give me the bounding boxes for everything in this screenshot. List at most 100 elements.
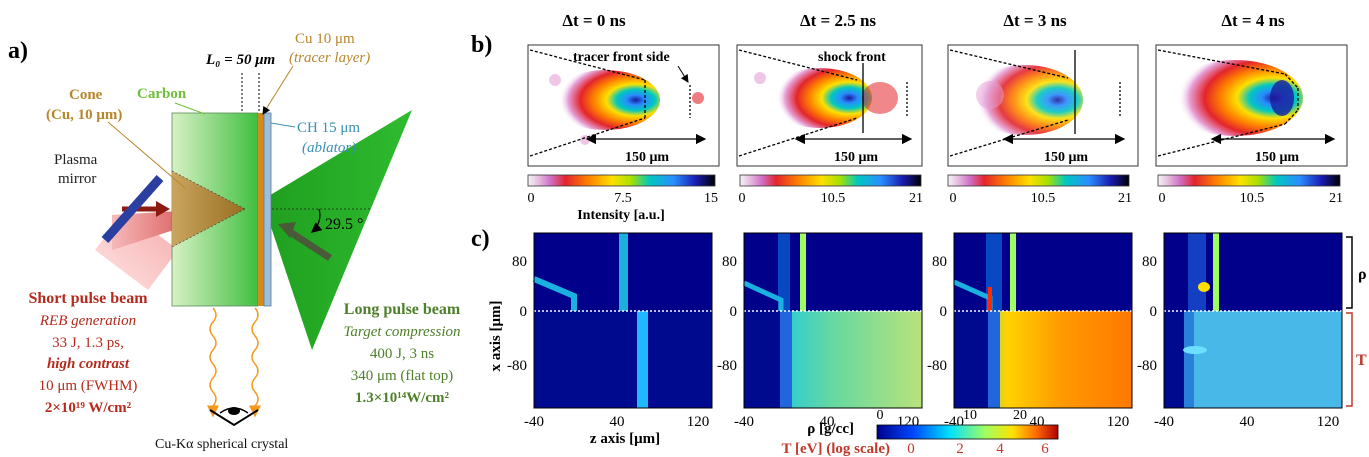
image-frame-3: 150 μm 0 10.5 21	[947, 44, 1139, 206]
ch-ablator-layer	[263, 112, 272, 307]
long-pulse-line-5: 1.3×10¹⁴W/cm²	[355, 390, 450, 406]
colorbar-4-tick-0: 0	[1159, 191, 1166, 206]
c2-xtick-0: -40	[734, 414, 754, 430]
rho-cbar-label: ρ [g/cc]	[807, 421, 854, 437]
sim-frame-4	[1163, 232, 1343, 409]
panel-a-label: a)	[8, 38, 28, 64]
colorbar-4	[1157, 174, 1341, 187]
scale-label-4: 150 μm	[1255, 150, 1299, 165]
colorbar-3-tick-0: 0	[950, 191, 957, 206]
c4-xtick-2: 120	[1317, 414, 1340, 430]
panel-c: c) x axis [μm]	[471, 226, 1367, 457]
rho-cbar-tick-2: 20	[1013, 408, 1027, 423]
rho-temperature-colorbar	[876, 424, 1059, 440]
panel-b: b) Δt = 0 ns Δt = 2.5 ns Δt = 3 ns Δt = …	[471, 11, 1348, 223]
ch-layer-sub: (ablator)	[302, 140, 356, 156]
c4-xtick-0: -40	[1154, 414, 1174, 430]
scale-label-2: 150 μm	[834, 150, 878, 165]
c4-ytick-0: 0	[1150, 304, 1158, 320]
rho-cbar-tick-0: 0	[877, 408, 884, 423]
image-frame-1: 150 μm tracer front side 0 7.5 15 Intens…	[527, 44, 720, 223]
t-label: T	[1356, 352, 1367, 369]
c4-xtick-1: 40	[1240, 414, 1255, 430]
long-pulse-line-3: 400 J, 3 ns	[370, 346, 434, 362]
c-ylabel: x axis [μm]	[488, 301, 504, 372]
sim-frame-3	[952, 232, 1133, 409]
t-cbar-tick-2: 4	[996, 441, 1004, 457]
rho-bracket	[1346, 236, 1353, 309]
c1-xtick-1: 40	[610, 414, 625, 430]
long-pulse-line-4: 340 μm (flat top)	[351, 368, 454, 384]
shock-front-annotation: shock front	[818, 50, 886, 65]
short-pulse-line-3: 33 J, 1.3 ps,	[52, 335, 124, 351]
short-pulse-line-6: 2×10¹⁹ W/cm²	[45, 400, 132, 416]
long-pulse-arrowhead	[278, 222, 296, 238]
scale-label-1: 150 μm	[625, 150, 669, 165]
carbon-label: Carbon	[137, 86, 187, 102]
colorbar-1	[527, 174, 716, 187]
short-pulse-line-5: 10 μm (FWHM)	[39, 378, 138, 394]
c2-ytick-neg80: -80	[717, 358, 737, 374]
t-cbar-tick-1: 2	[956, 441, 964, 457]
short-pulse-text: Short pulse beam REB generation 33 J, 1.…	[28, 290, 148, 416]
cu-tracer-layer	[258, 113, 264, 306]
colorbar-2-tick-2: 21	[909, 191, 923, 206]
t-bracket	[1346, 312, 1353, 407]
colorbar-2-tick-0: 0	[739, 191, 746, 206]
rho-cbar-tick-1: 10	[963, 408, 977, 423]
long-pulse-arrow	[285, 227, 332, 261]
image-frame-2: 150 μm shock front 0 10.5 21	[736, 44, 923, 206]
c4-ytick-neg80: -80	[1137, 358, 1157, 374]
c1-ytick-80: 80	[512, 254, 527, 270]
long-pulse-title: Long pulse beam	[344, 301, 461, 318]
cu-layer-sub: (tracer layer)	[289, 50, 370, 66]
frame-title-2: Δt = 2.5 ns	[800, 11, 876, 30]
c2-ytick-80: 80	[722, 254, 737, 270]
c3-xtick-2: 120	[1107, 414, 1130, 430]
sim-frame-1	[532, 232, 713, 409]
cone-sub-label: (Cu, 10 μm)	[46, 107, 122, 123]
short-pulse-arrow	[156, 201, 170, 217]
colorbar-2	[739, 174, 922, 187]
panel-a: a) 29.5 ° L₀ = 50 μm Cu	[8, 31, 461, 452]
colorbar-4-tick-1: 10.5	[1240, 191, 1265, 206]
sim-frame-2	[742, 232, 923, 409]
c3-ytick-80: 80	[932, 254, 947, 270]
t-cbar-tick-3: 6	[1041, 441, 1049, 457]
emission-wave-left	[207, 307, 219, 418]
image-frame-4: 150 μm 0 10.5 21	[1155, 44, 1348, 206]
frame-title-3: Δt = 3 ns	[1003, 11, 1067, 30]
t-cbar-tick-0: 0	[907, 441, 915, 457]
short-pulse-line-2: REB generation	[39, 313, 136, 329]
c2-xtick-1: 40	[820, 414, 835, 430]
intensity-label: Intensity [a.u.]	[577, 208, 665, 223]
c3-ytick-neg80: -80	[927, 358, 947, 374]
panel-b-label: b)	[471, 32, 492, 58]
colorbar-3-tick-2: 21	[1118, 191, 1132, 206]
emission-wave-right	[249, 307, 261, 418]
plasma-mirror	[101, 175, 164, 243]
scale-label-3: 150 μm	[1044, 150, 1088, 165]
crystal-label: Cu-Kα spherical crystal	[155, 437, 288, 452]
c1-ytick-0: 0	[520, 304, 528, 320]
colorbar-1-tick-2: 15	[704, 191, 718, 206]
colorbar-1-tick-1: 7.5	[614, 191, 632, 206]
l0-label: L₀ = 50 μm	[205, 52, 275, 68]
cone-label: Cone	[69, 87, 103, 103]
eye-icon	[209, 407, 259, 427]
long-pulse-text: Long pulse beam Target compression 400 J…	[343, 301, 460, 406]
colorbar-4-tick-2: 21	[1329, 191, 1343, 206]
t-cbar-label: T [eV] (log scale)	[782, 441, 890, 457]
frame-title-1: Δt = 0 ns	[562, 11, 626, 30]
c3-ytick-0: 0	[940, 304, 948, 320]
colorbar-3-tick-1: 10.5	[1031, 191, 1056, 206]
colorbar-1-tick-0: 0	[528, 191, 535, 206]
frame-title-4: Δt = 4 ns	[1221, 11, 1285, 30]
c-xlabel: z axis [μm]	[590, 431, 660, 447]
tracer-front-annotation: tracer front side	[573, 50, 670, 65]
cone-shape	[172, 171, 245, 247]
long-pulse-beam-shape	[262, 110, 412, 350]
plasma-label: Plasma	[54, 152, 98, 168]
c4-ytick-80: 80	[1142, 254, 1157, 270]
